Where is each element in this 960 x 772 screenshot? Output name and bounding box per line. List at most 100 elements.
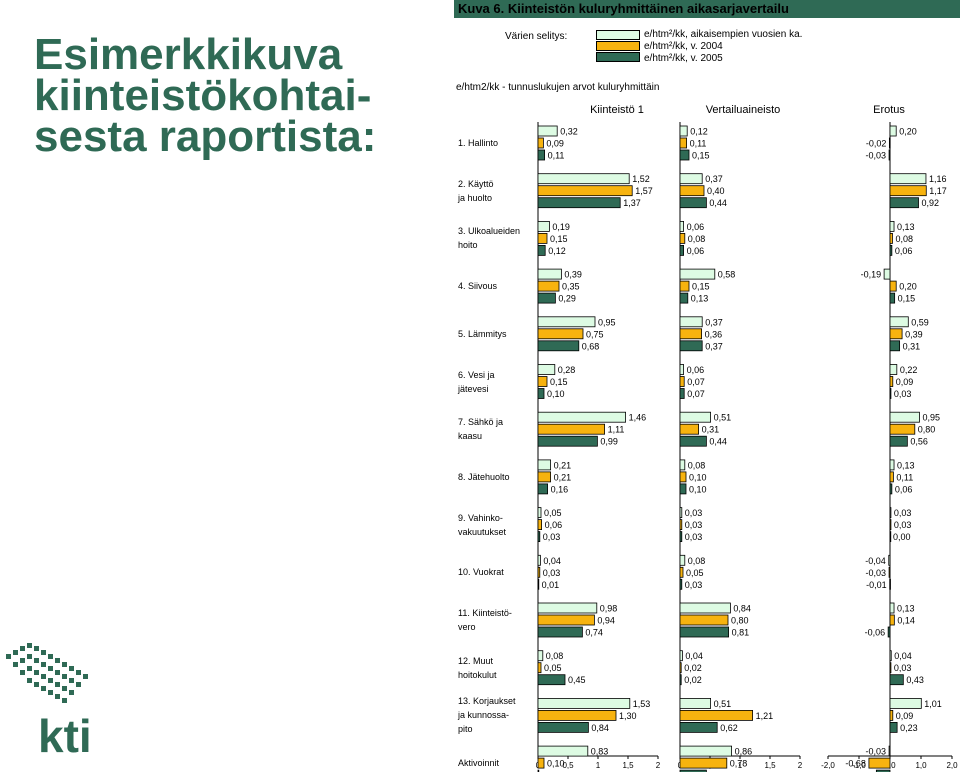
bar-value-label: 0,09 (546, 139, 564, 149)
bar (889, 388, 892, 399)
bar (889, 185, 927, 197)
bar-value-label: 0,13 (897, 460, 915, 470)
category-label: 5. Lämmitys (458, 328, 507, 339)
bar (679, 602, 731, 614)
bar-value-label: 0,03 (894, 389, 912, 399)
bar-value-label: 0,15 (550, 234, 568, 244)
bar (679, 340, 703, 352)
bar-value-label: 0,81 (732, 628, 750, 638)
bar-value-label: 0,32 (560, 127, 578, 137)
bar-value-label: -0,19 (861, 270, 882, 280)
bar (537, 328, 584, 340)
bar-value-label: 0,13 (897, 604, 915, 614)
category-label: hoito (458, 240, 478, 251)
bar-value-label: 0,14 (897, 616, 915, 626)
bar-value-label: 0,80 (731, 616, 749, 626)
bar (537, 769, 540, 772)
bar-value-label: -0,02 (866, 139, 887, 149)
bar-value-label: 0,56 (910, 437, 928, 447)
bar-value-label: 0,01 (542, 580, 560, 590)
bar (679, 507, 683, 519)
bar-value-label: -0,04 (865, 556, 886, 566)
bar (537, 602, 598, 614)
bar (889, 316, 909, 328)
bar (679, 137, 687, 149)
bar-value-label: 0,00 (893, 532, 911, 542)
bar (679, 662, 682, 674)
bar (679, 614, 729, 626)
bar-value-label: 0,06 (687, 222, 705, 232)
bar-value-label: 0,37 (705, 174, 723, 184)
bar (679, 483, 687, 495)
bar-value-label: 0,39 (564, 270, 582, 280)
bar (889, 471, 894, 483)
bar-value-label: -0,06 (865, 628, 886, 638)
big-title-line-3: sesta raportista: (34, 112, 377, 161)
bar (679, 268, 716, 280)
bar-value-label: 0,19 (552, 222, 570, 232)
bar-value-label: 0,08 (688, 460, 706, 470)
category-label: kaasu (458, 431, 483, 442)
bar (537, 519, 542, 530)
category-label: vero (458, 622, 476, 632)
category-label: ja kunnossa- (458, 710, 510, 721)
bar-value-label: 0,13 (897, 222, 915, 232)
legend-swatch-2 (596, 41, 640, 51)
bar-value-label: 0,59 (911, 317, 929, 327)
bar (679, 376, 685, 387)
bar-value-label: 0,06 (687, 365, 705, 375)
bar (679, 220, 684, 232)
bar (888, 149, 891, 161)
bar (889, 364, 898, 375)
bar-value-label: 0,44 (709, 198, 727, 208)
bar (889, 507, 892, 519)
bar (537, 483, 549, 495)
bar-value-label: 0,58 (718, 270, 736, 280)
bar-value-label: 0,08 (895, 234, 913, 244)
bar-value-label: 0,02 (684, 675, 702, 685)
bar-value-label: 0,08 (688, 234, 706, 244)
bar-value-label: 1,37 (623, 198, 641, 208)
bar (889, 459, 895, 471)
bar (537, 244, 546, 256)
big-title-line-1: Esimerkkikuva (34, 30, 343, 79)
bar (537, 197, 621, 209)
bar-value-label: 0,08 (546, 651, 564, 661)
bar-value-label: 0,99 (600, 437, 618, 447)
legend-label: Värien selitys: (505, 31, 568, 42)
bar (889, 220, 895, 232)
bar-value-label: 0,74 (585, 628, 603, 638)
bar-value-label: 1,21 (756, 711, 774, 721)
bar (679, 328, 703, 340)
bar (889, 423, 916, 435)
bar (537, 578, 540, 590)
panel-title-kiinteisto: Kiinteistö 1 (590, 104, 644, 116)
bar-value-label: 0,44 (709, 437, 727, 447)
bar-value-label: 0,43 (906, 675, 924, 685)
bar-value-label: 0,21 (554, 472, 572, 482)
bar (887, 626, 891, 638)
bar (537, 435, 598, 447)
bar (679, 554, 686, 566)
bar-value-label: 0,05 (544, 663, 562, 673)
bar (889, 578, 891, 590)
bar (537, 698, 631, 709)
bar-value-label: 0,80 (918, 425, 936, 435)
bar-value-label: 0,00 (541, 771, 559, 772)
bar (679, 578, 683, 590)
bar (537, 268, 562, 280)
bar-value-label: 0,05 (544, 508, 562, 518)
bar-value-label: 1,30 (619, 711, 637, 721)
bar (537, 507, 542, 519)
bar-value-label: 0,03 (685, 580, 703, 590)
panel-2-tick-label: 1,0 (915, 761, 927, 770)
bar (537, 423, 605, 435)
bar (888, 566, 891, 578)
bar-value-label: 0,95 (922, 413, 940, 423)
bar-value-label: -0,44 (853, 771, 874, 772)
bar (537, 531, 541, 542)
bar (889, 173, 927, 185)
bar (679, 722, 718, 733)
bar-value-label: 0,84 (733, 604, 751, 614)
bar (889, 232, 893, 244)
